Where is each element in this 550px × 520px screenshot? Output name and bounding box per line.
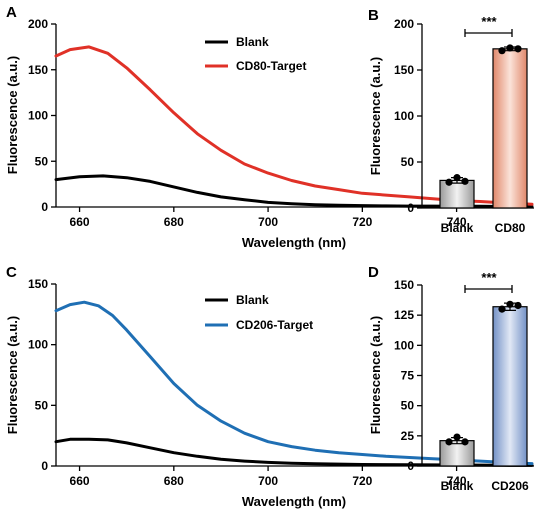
- y-tick-label: 150: [28, 63, 48, 77]
- panel-b-chart: 0 50 100 150 200 Fluorescence (a.u.) Blank C…: [368, 14, 534, 235]
- panel-a-chart: 0 50 100 150 200 660 680 700 720 740 Wavelength (…: [5, 17, 534, 250]
- y-axis-title: Fluorescence (a.u.): [5, 316, 20, 434]
- y-tick-label: 200: [28, 17, 48, 31]
- significance-label: ***: [481, 270, 497, 285]
- x-tick-label: 660: [70, 474, 90, 488]
- data-point: [461, 438, 469, 446]
- y-tick-label: 150: [394, 63, 414, 77]
- bar-blank: [439, 179, 475, 209]
- data-point: [498, 47, 506, 55]
- y-tick-label: 100: [394, 109, 414, 123]
- y-tick-label: 200: [394, 17, 414, 31]
- y-tick-label: 50: [401, 399, 415, 413]
- y-tick-label: 150: [28, 277, 48, 291]
- y-tick-label: 125: [394, 308, 414, 322]
- x-tick-label: 660: [70, 215, 90, 229]
- data-point: [445, 178, 453, 186]
- panel-c-chart: 0 50 100 150 660 680 700 720 740 Wavelength (nm)…: [5, 277, 534, 509]
- y-tick-label: 0: [41, 459, 48, 473]
- category-label-cd80: CD80: [495, 221, 526, 235]
- data-point: [506, 300, 514, 308]
- y-tick-label: 75: [401, 369, 415, 383]
- y-tick-label: 0: [407, 459, 414, 473]
- y-axis-title: Fluorescence (a.u.): [368, 316, 383, 434]
- series-line-blank: [54, 437, 534, 467]
- y-tick-label: 50: [35, 154, 49, 168]
- legend-label-blank: Blank: [236, 35, 269, 49]
- y-axis-title: Fluorescence (a.u.): [368, 57, 383, 175]
- x-tick-label: 680: [164, 474, 184, 488]
- category-label-blank: Blank: [441, 221, 474, 235]
- x-tick-label: 700: [258, 215, 278, 229]
- category-label-blank: Blank: [441, 479, 474, 493]
- x-axis-title: Wavelength (nm): [242, 494, 346, 509]
- y-tick-label: 0: [41, 200, 48, 214]
- x-tick-label: 740: [447, 474, 467, 488]
- y-tick-label: 50: [35, 398, 49, 412]
- x-tick-label: 680: [164, 215, 184, 229]
- legend-label-cd80-target: CD80-Target: [236, 59, 306, 73]
- panel-label-a: A: [6, 4, 17, 21]
- y-tick-label: 0: [407, 201, 414, 215]
- x-tick-label: 720: [352, 474, 372, 488]
- legend-label-blank: Blank: [236, 293, 269, 307]
- y-tick-label: 50: [401, 155, 415, 169]
- x-tick-label: 740: [447, 215, 467, 229]
- panel-label-d: D: [368, 264, 379, 281]
- significance-label: ***: [481, 14, 497, 29]
- data-point: [453, 433, 461, 441]
- x-tick-label: 720: [352, 215, 372, 229]
- panel-d-chart: 0 25 50 75 100 125 150 Fluorescence (a.u.) Bla…: [368, 270, 534, 493]
- x-axis-title: Wavelength (nm): [242, 235, 346, 250]
- y-tick-label: 100: [28, 109, 48, 123]
- bar-cd206: [492, 306, 528, 467]
- panel-label-c: C: [6, 264, 17, 281]
- panel-label-b: B: [368, 7, 379, 24]
- data-point: [498, 305, 506, 313]
- data-point: [461, 177, 469, 185]
- y-axis-title: Fluorescence (a.u.): [5, 56, 20, 174]
- y-tick-label: 100: [394, 338, 414, 352]
- data-point: [514, 301, 522, 310]
- legend-label-cd206-target: CD206-Target: [236, 318, 313, 332]
- y-tick-label: 150: [394, 278, 414, 292]
- significance-bracket: [464, 29, 513, 37]
- data-point: [514, 45, 522, 53]
- data-point: [453, 174, 461, 182]
- significance-bracket: [464, 285, 513, 293]
- data-point: [445, 438, 453, 446]
- x-tick-label: 700: [258, 474, 278, 488]
- bar-blank: [439, 440, 475, 467]
- bar-cd80: [492, 48, 528, 209]
- data-point: [506, 44, 514, 52]
- y-tick-label: 25: [401, 429, 415, 443]
- category-label-cd206: CD206: [491, 479, 529, 493]
- y-tick-label: 100: [28, 338, 48, 352]
